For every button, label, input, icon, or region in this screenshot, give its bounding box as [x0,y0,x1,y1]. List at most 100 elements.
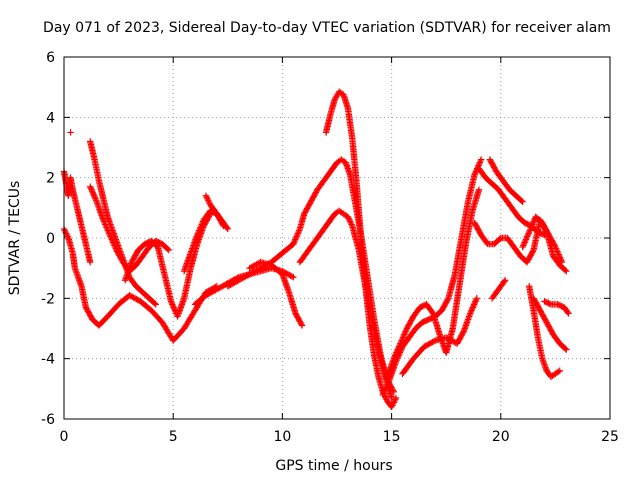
data-point [102,221,109,228]
data-point [62,228,69,236]
data-point [527,225,534,233]
data-point [468,307,475,314]
data-point [391,353,398,361]
data-point [103,224,110,231]
data-point [110,240,117,248]
data-point [107,234,115,242]
data-point [109,237,116,245]
data-point [391,397,398,405]
data-point [546,300,553,307]
data-point [379,391,387,399]
data-point [524,231,532,239]
data-point [471,171,478,178]
data-point [348,221,355,228]
data-point [477,156,485,163]
data-point [167,298,175,305]
data-point [565,310,572,317]
x-tick-label: 15 [383,429,401,445]
data-point [111,242,118,249]
data-point [526,227,534,234]
data-point [529,248,537,255]
data-point [475,186,483,193]
y-tick-label: 4 [46,110,55,126]
data-point [520,242,527,249]
data-point [104,225,111,233]
data-point [165,246,173,254]
data-point [459,329,467,337]
data-point [202,192,210,199]
data-point [428,308,436,316]
data-point [388,403,395,411]
data-point [476,159,484,166]
x-tick-label: 10 [273,429,291,445]
data-point [468,305,476,313]
data-point [523,234,530,242]
data-point [108,236,116,243]
data-point [467,310,474,317]
data-point [194,231,201,239]
data-point [383,382,390,390]
data-point [385,378,392,385]
data-point [562,266,569,274]
data-point [554,249,562,257]
data-point [90,192,98,199]
data-point [170,304,177,311]
data-point [380,390,387,397]
data-point [196,225,204,233]
x-tick-label: 5 [169,429,178,445]
data-point [469,304,477,311]
data-point [392,350,399,358]
data-point [392,394,400,402]
axis-ticks: 0 5 10 15 20 25 -6 -4 -2 0 2 4 6 [41,50,619,445]
data-point [384,381,391,388]
data-point [111,243,119,251]
data-point [101,219,108,227]
data-point [529,219,537,227]
data-point [87,185,95,192]
y-tick-label: 0 [46,231,55,247]
data-point [88,188,96,195]
data-point [555,251,562,258]
data-point [391,352,399,359]
data-point [90,191,97,198]
data-point [563,267,570,275]
data-point [556,252,563,260]
data-point [104,227,112,234]
data-point [224,225,231,233]
data-point [347,219,355,227]
data-point [92,197,100,204]
data-point [293,233,300,240]
data-point [525,230,532,237]
data-point [168,299,175,307]
data-point [529,221,536,228]
data-point [397,340,404,347]
data-point [477,157,484,165]
data-point [91,194,98,201]
data-point [195,228,202,236]
data-point [393,349,400,356]
data-point [171,305,178,313]
data-point [384,379,392,386]
data-point [389,402,396,409]
plot-frame [63,56,611,420]
data-point [401,329,409,337]
chart-title: Day 071 of 2023, Sidereal Day-to-day VTE… [43,20,611,36]
data-point [473,295,480,302]
data-point [393,347,401,355]
data-point [520,240,528,248]
data-point [524,233,531,240]
data-point [444,296,451,303]
data-point [527,224,535,231]
data-point [399,334,407,341]
data-point [198,221,206,228]
data-point [195,227,203,234]
x-axis-label: GPS time / hours [275,458,392,474]
data-point [525,228,533,236]
data-point [401,331,408,338]
data-point [558,258,566,266]
data-point [204,195,211,202]
data-point [390,399,397,406]
data-point [164,245,171,253]
data-point [382,385,389,393]
y-tick-label: -4 [41,352,55,368]
